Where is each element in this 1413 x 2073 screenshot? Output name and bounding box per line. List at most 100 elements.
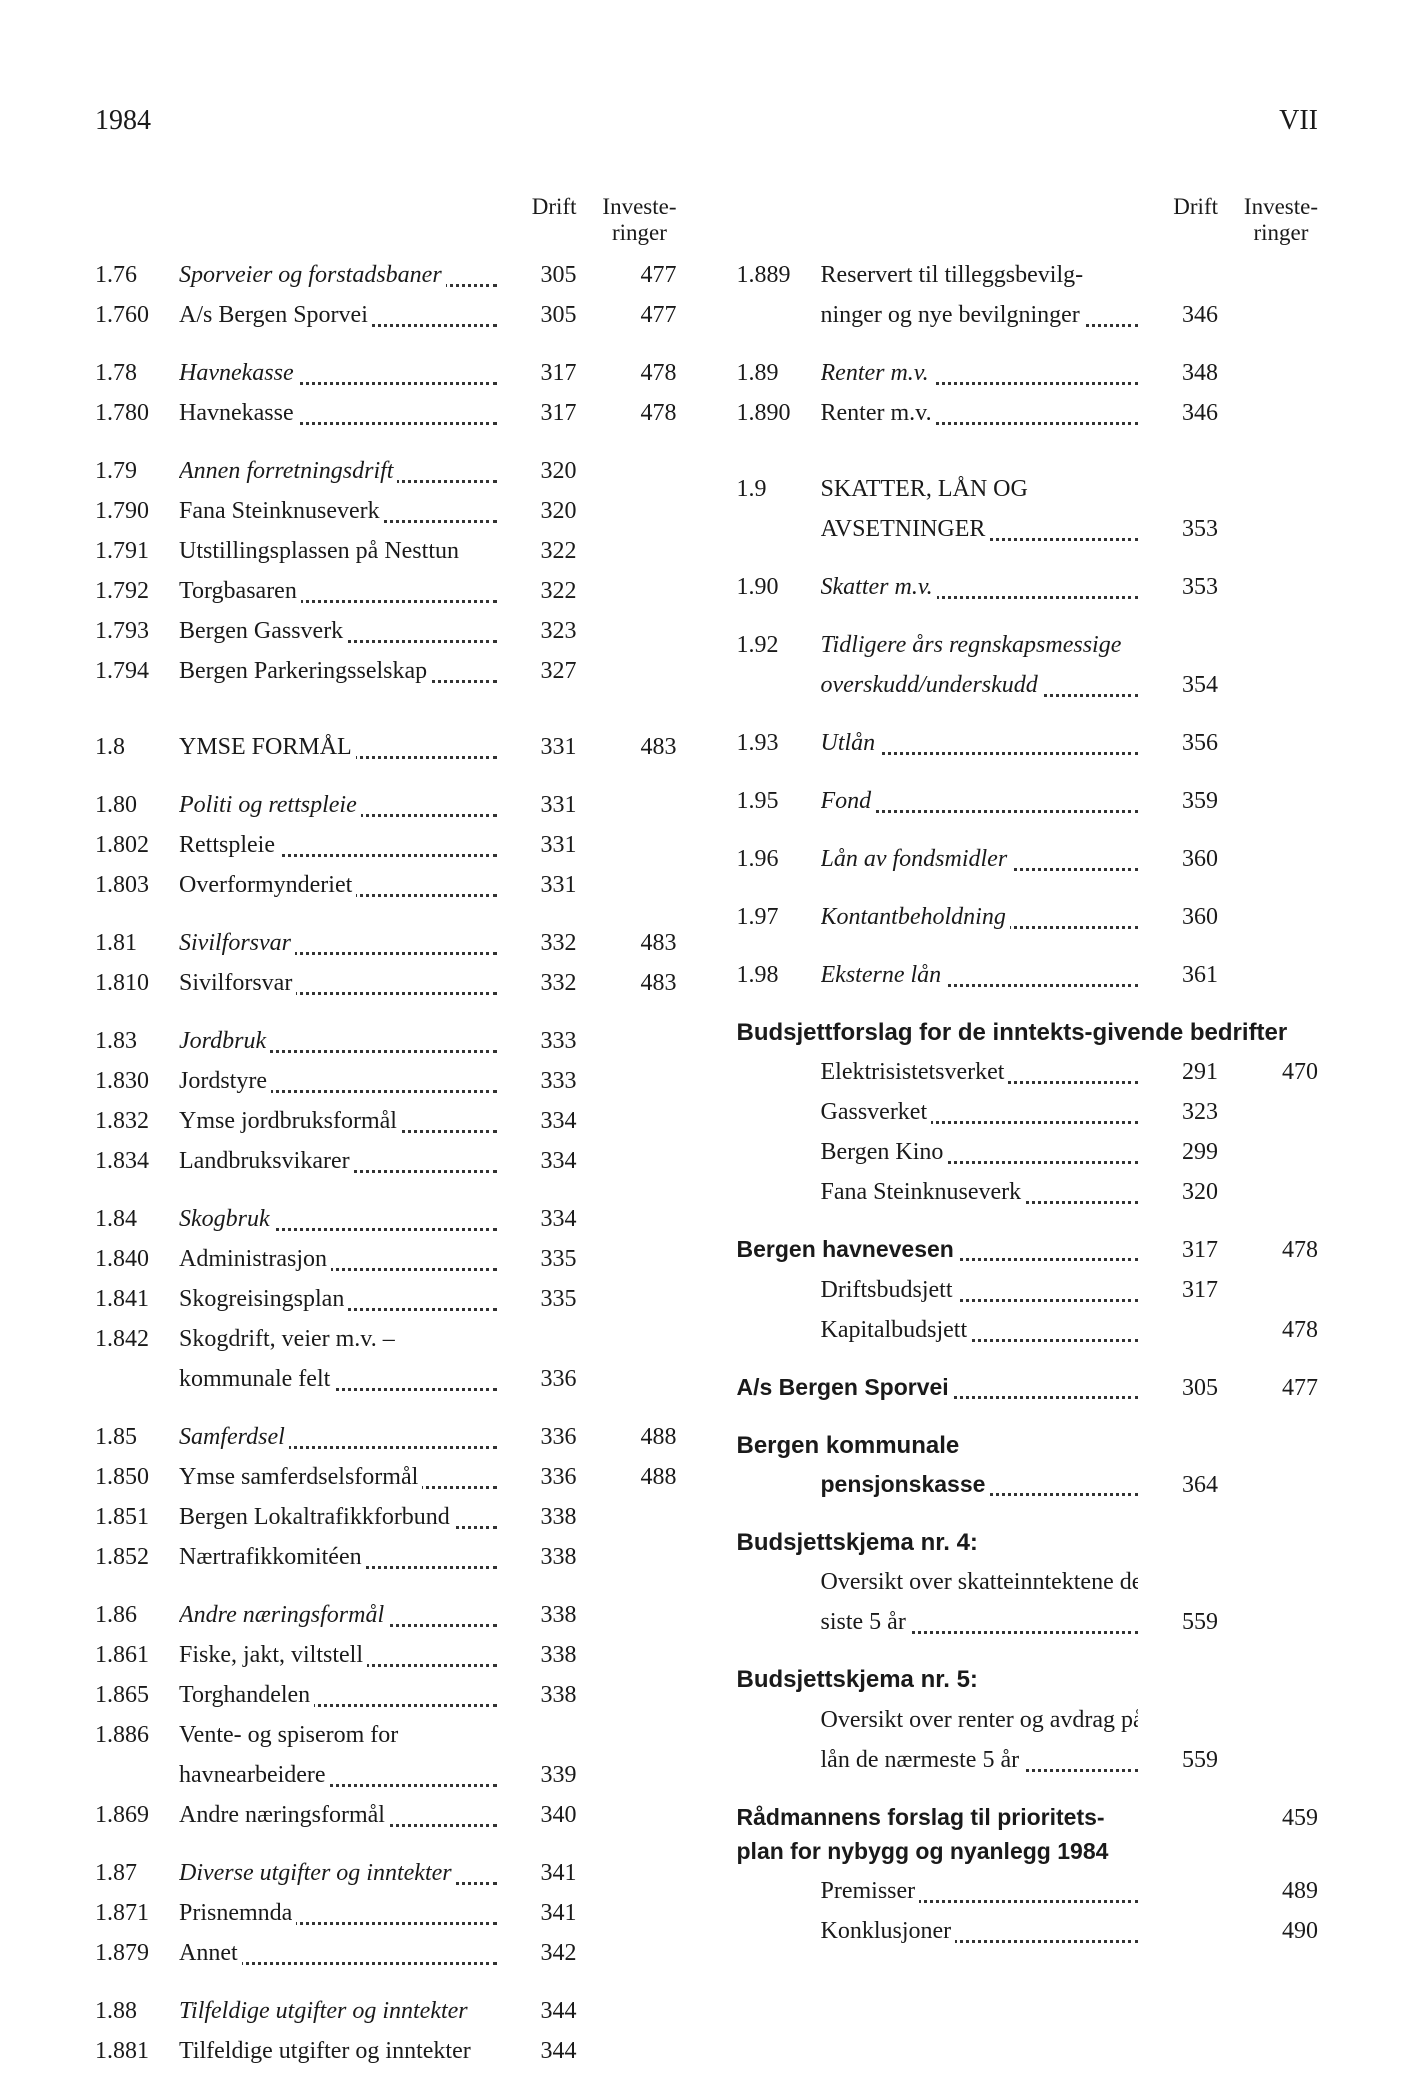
col-header-drift: Drift [1138,190,1218,247]
toc-label: lån de nærmeste 5 år [821,1742,1139,1778]
toc-number: 1.869 [95,1797,179,1833]
toc-row: 1.852Nærtrafikkomitéen338 [95,1539,677,1575]
toc-invest-value: 477 [1218,1370,1318,1406]
toc-label: Driftsbudsjett [821,1272,1139,1308]
toc-label: havnearbeidere [179,1757,497,1793]
toc-drift-value: 322 [497,533,577,569]
toc-label: Sivilforsvar [179,965,497,1001]
toc-drift-value: 353 [1138,511,1218,547]
page-header: 1984 VII [95,100,1318,142]
toc-label: Sivilforsvar [179,925,497,961]
toc-number: 1.78 [95,355,179,391]
toc-row: 1.8YMSE FORMÅL331483 [95,729,677,765]
toc-label: Ymse samferdselsformål [179,1459,497,1495]
toc-row: 1.851Bergen Lokaltrafikkforbund338 [95,1499,677,1535]
toc-label: Konklusjoner [821,1913,1139,1949]
toc-number: 1.9 [737,471,821,507]
toc-drift-value: 305 [497,297,577,333]
toc-row: 1.88Tilfeldige utgifter og inntekter344 [95,1993,677,2029]
toc-row: Oversikt over skatteinntektene de [737,1564,1319,1600]
toc-drift-value: 320 [497,493,577,529]
toc-label: Sporveier og forstadsbaner [179,257,497,293]
toc-number: 1.79 [95,453,179,489]
toc-row: 1.95Fond359 [737,783,1319,819]
toc-drift-value: 338 [497,1499,577,1535]
toc-label: Nærtrafikkomitéen [179,1539,497,1575]
toc-row: overskudd/underskudd354 [737,667,1319,703]
toc-number: 1.790 [95,493,179,529]
toc-invest-value: 478 [577,355,677,391]
header-page: VII [1279,100,1318,142]
toc-label: Bergen Lokaltrafikkforbund [179,1499,497,1535]
toc-drift-value: 339 [497,1757,577,1793]
toc-drift-value: 338 [497,1539,577,1575]
toc-label: Elektrisistetsverket [821,1054,1139,1090]
toc-row: 1.89Renter m.v.348 [737,355,1319,391]
toc-label: pensjonskasse [821,1467,1139,1502]
toc-drift-value: 331 [497,827,577,863]
toc-row: 1.9SKATTER, LÅN OG [737,471,1319,507]
toc-drift-value: 333 [497,1063,577,1099]
toc-number: 1.80 [95,787,179,823]
right-column: Drift Investe- ringer 1.889Reservert til… [737,190,1319,2073]
toc-drift-value: 356 [1138,725,1218,761]
toc-label: Politi og rettspleie [179,787,497,823]
toc-invest-value: 490 [1218,1913,1318,1949]
toc-drift-value: 348 [1138,355,1218,391]
toc-invest-value: 478 [577,395,677,431]
toc-label: Andre næringsformål [179,1797,497,1833]
toc-row: 1.791Utstillingsplassen på Nesttun322 [95,533,677,569]
toc-row: 1.86Andre næringsformål338 [95,1597,677,1633]
toc-number: 1.90 [737,569,821,605]
toc-invest-value: 477 [577,257,677,293]
toc-number: 1.86 [95,1597,179,1633]
col-header-invest: Investe- ringer [1218,190,1318,247]
toc-row: 1.780Havnekasse317478 [95,395,677,431]
toc-row: 1.879Annet342 [95,1935,677,1971]
toc-label: Oversikt over skatteinntektene de [821,1564,1139,1600]
toc-number: 1.834 [95,1143,179,1179]
toc-label: Landbruksvikarer [179,1143,497,1179]
toc-row: 1.871Prisnemnda341 [95,1895,677,1931]
toc-drift-value: 317 [497,355,577,391]
section-heading: Budsjettskjema nr. 5: [737,1664,1319,1695]
toc-drift-value: 338 [497,1597,577,1633]
toc-drift-value: 317 [1138,1232,1218,1268]
toc-number: 1.794 [95,653,179,689]
toc-row: 1.794Bergen Parkeringsselskap327 [95,653,677,689]
toc-row: 1.98Eksterne lån361 [737,957,1319,993]
toc-drift-value: 341 [497,1855,577,1891]
toc-drift-value: 305 [497,257,577,293]
toc-drift-value: 364 [1138,1467,1218,1503]
toc-invest-value: 489 [1218,1873,1318,1909]
toc-drift-value: 323 [1138,1094,1218,1130]
toc-invest-value: 483 [577,925,677,961]
toc-drift-value: 360 [1138,899,1218,935]
toc-number: 1.886 [95,1717,179,1753]
col-header-drift: Drift [497,190,577,247]
toc-row: 1.881Tilfeldige utgifter og inntekter344 [95,2033,677,2069]
toc-drift-value: 331 [497,867,577,903]
toc-number: 1.890 [737,395,821,431]
toc-label: Kontantbeholdning [821,899,1139,935]
toc-label: Skogbruk [179,1201,497,1237]
toc-row: 1.80Politi og rettspleie331 [95,787,677,823]
toc-drift-value: 346 [1138,297,1218,333]
toc-number: 1.93 [737,725,821,761]
toc-row: 1.87Diverse utgifter og inntekter341 [95,1855,677,1891]
toc-number: 1.792 [95,573,179,609]
toc-drift-value: 333 [497,1023,577,1059]
toc-row: Driftsbudsjett317 [737,1272,1319,1308]
toc-number: 1.92 [737,627,821,663]
toc-number: 1.881 [95,2033,179,2069]
toc-drift-value: 317 [497,395,577,431]
toc-number: 1.87 [95,1855,179,1891]
toc-label: siste 5 år [821,1604,1139,1640]
toc-row: Bergen Kino299 [737,1134,1319,1170]
toc-row: 1.803Overformynderiet331 [95,867,677,903]
toc-label: kommunale felt [179,1361,497,1397]
toc-label: Torghandelen [179,1677,497,1713]
toc-number: 1.830 [95,1063,179,1099]
toc-drift-value: 317 [1138,1272,1218,1308]
toc-drift-value: 299 [1138,1134,1218,1170]
